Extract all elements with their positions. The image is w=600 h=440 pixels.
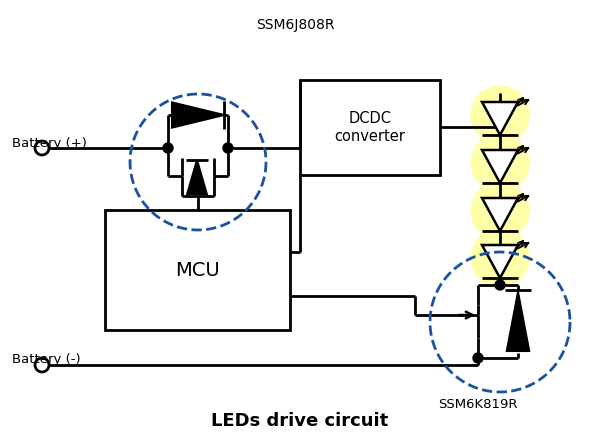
Circle shape — [471, 86, 529, 144]
Text: Battery (-): Battery (-) — [12, 353, 80, 367]
Circle shape — [473, 353, 483, 363]
Polygon shape — [187, 160, 207, 194]
Text: MCU: MCU — [175, 260, 220, 279]
Text: LEDs drive circuit: LEDs drive circuit — [211, 412, 389, 430]
Circle shape — [471, 182, 529, 240]
Bar — [105, 210, 290, 330]
Text: DCDC
converter: DCDC converter — [335, 111, 406, 144]
Polygon shape — [482, 150, 518, 183]
Circle shape — [223, 143, 233, 153]
Circle shape — [163, 143, 173, 153]
Polygon shape — [507, 292, 529, 351]
Text: SSM6J808R: SSM6J808R — [256, 18, 334, 32]
Text: SSM6K819R: SSM6K819R — [438, 398, 518, 411]
Circle shape — [495, 280, 505, 290]
Polygon shape — [482, 198, 518, 231]
Polygon shape — [482, 245, 518, 278]
Circle shape — [471, 229, 529, 287]
Polygon shape — [172, 103, 224, 128]
Polygon shape — [482, 102, 518, 135]
Circle shape — [471, 134, 529, 192]
Bar — [300, 80, 440, 175]
Text: Battery (+): Battery (+) — [12, 136, 87, 150]
